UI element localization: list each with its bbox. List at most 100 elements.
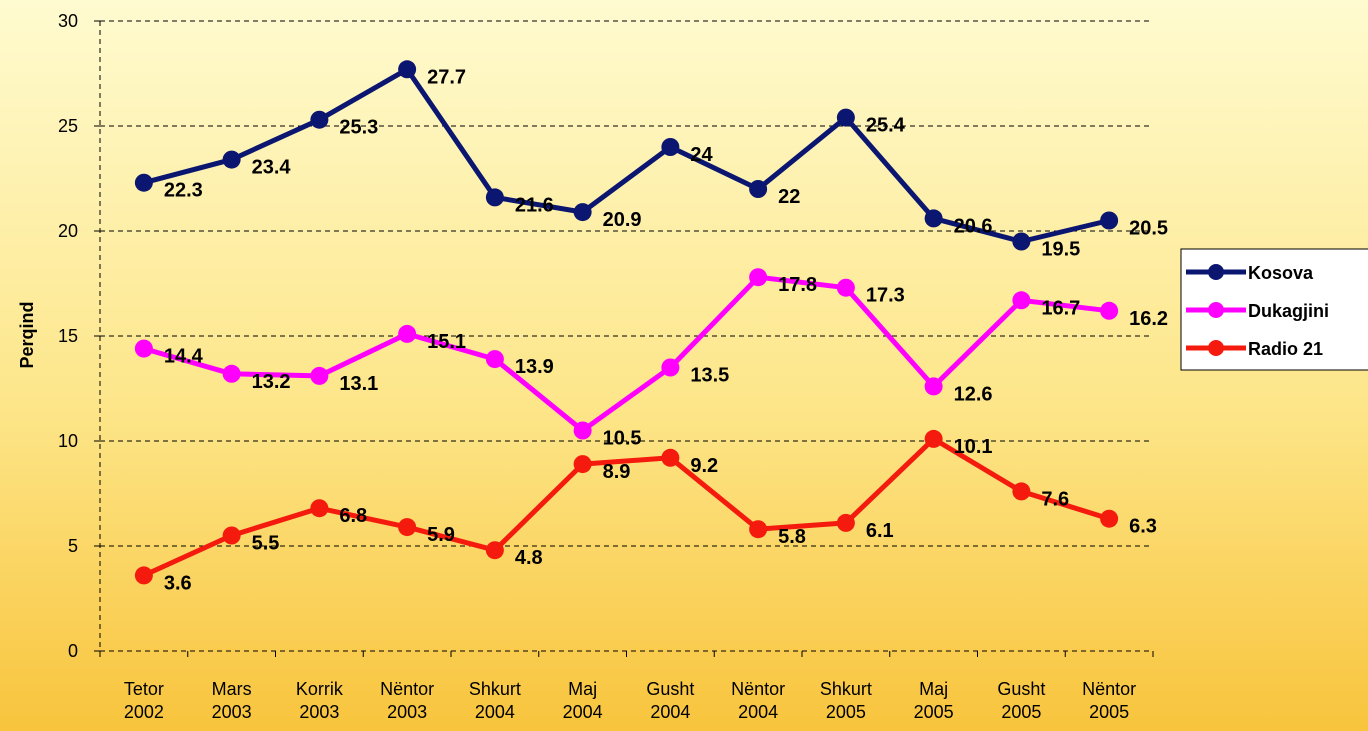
data-label: 25.4 [866,115,906,137]
legend-marker [1208,340,1224,356]
data-label: 8.9 [603,461,631,483]
data-point [1100,301,1119,320]
data-point [749,268,768,287]
data-label: 10.5 [603,428,642,450]
data-point [222,150,241,169]
data-point [661,138,680,156]
data-label: 16.7 [1041,297,1080,319]
data-label: 7.6 [1041,488,1069,510]
y-axis-label: Perqind [17,301,37,368]
y-tick-label: 20 [58,221,78,241]
data-point [485,188,504,207]
data-point [924,429,943,448]
data-point [836,108,855,127]
data-point [134,173,153,192]
data-label: 17.8 [778,274,817,296]
data-label: 6.8 [339,505,367,527]
x-tick-label: Shkurt 2005 [820,679,872,722]
data-point [310,110,329,129]
data-point [485,350,504,369]
data-label: 6.1 [866,520,894,542]
data-label: 4.8 [515,547,543,569]
x-tick-label: Tetor 2002 [124,679,164,722]
data-point [1012,232,1031,251]
x-tick-label: Gusht 2005 [997,679,1045,722]
data-label: 13.1 [339,373,378,395]
data-label: 16.2 [1129,308,1168,330]
y-tick-label: 5 [68,536,78,556]
x-tick-label: Mars 2003 [212,679,252,722]
data-point [836,513,855,532]
data-label: 22.3 [164,180,203,202]
data-point [661,448,680,467]
legend-marker [1208,302,1224,318]
data-point [924,377,943,396]
data-label: 10.1 [954,436,993,458]
data-point [836,278,855,297]
data-point [222,364,241,383]
data-point [573,455,592,474]
data-point [134,566,153,585]
data-point [1012,291,1031,310]
data-label: 13.9 [515,356,554,378]
x-tick-label: Nëntor 2003 [380,679,434,722]
x-tick-label: Maj 2004 [563,679,603,722]
data-label: 13.5 [690,365,729,387]
data-point [924,209,943,228]
data-label: 21.6 [515,194,554,216]
data-point [749,520,768,539]
y-tick-label: 30 [58,11,78,31]
data-point [573,203,592,222]
x-tick-label: Nëntor 2004 [731,679,785,722]
data-point [749,180,768,198]
x-tick-label: Maj 2005 [914,679,954,722]
legend-label: Dukagjini [1248,301,1329,321]
y-tick-label: 10 [58,431,78,451]
data-point [1012,482,1031,501]
series-line [143,274,1110,433]
data-point [398,324,417,343]
data-label: 5.9 [427,524,455,546]
data-label: 6.3 [1129,516,1157,538]
data-label: 17.3 [866,285,905,307]
data-point [222,526,241,545]
legend-label: Kosova [1248,263,1314,283]
x-tick-label: Gusht 2004 [646,679,694,722]
data-label: 23.4 [252,157,292,179]
data-label: 12.6 [954,383,993,405]
data-point [485,541,504,560]
data-label: 13.2 [252,371,291,393]
legend-label: Radio 21 [1248,339,1323,359]
data-point [573,421,592,440]
data-label: 24 [690,144,713,166]
x-tick-label: Korrik 2003 [296,679,344,722]
data-point [1100,211,1119,230]
legend-marker [1208,264,1224,280]
data-label: 3.6 [164,572,192,594]
series-line [143,66,1110,244]
data-label: 22 [778,186,800,208]
data-point [310,499,329,518]
data-label: 25.3 [339,117,378,139]
data-label: 27.7 [427,66,466,88]
y-tick-label: 15 [58,326,78,346]
data-label: 20.9 [603,209,642,231]
data-label: 20.5 [1129,218,1168,240]
series-line [142,436,1110,578]
data-point [398,518,417,537]
data-point [310,366,329,385]
data-label: 5.5 [252,533,280,555]
data-point [134,339,153,358]
data-label: 9.2 [690,455,718,477]
y-tick-label: 0 [68,641,78,661]
y-tick-label: 25 [58,116,78,136]
x-tick-label: Nëntor 2005 [1082,679,1136,722]
data-point [1100,509,1119,528]
data-label: 20.6 [954,215,993,237]
data-label: 15.1 [427,331,466,353]
data-point [398,60,417,79]
data-point [661,358,680,377]
data-label: 14.4 [164,346,204,368]
